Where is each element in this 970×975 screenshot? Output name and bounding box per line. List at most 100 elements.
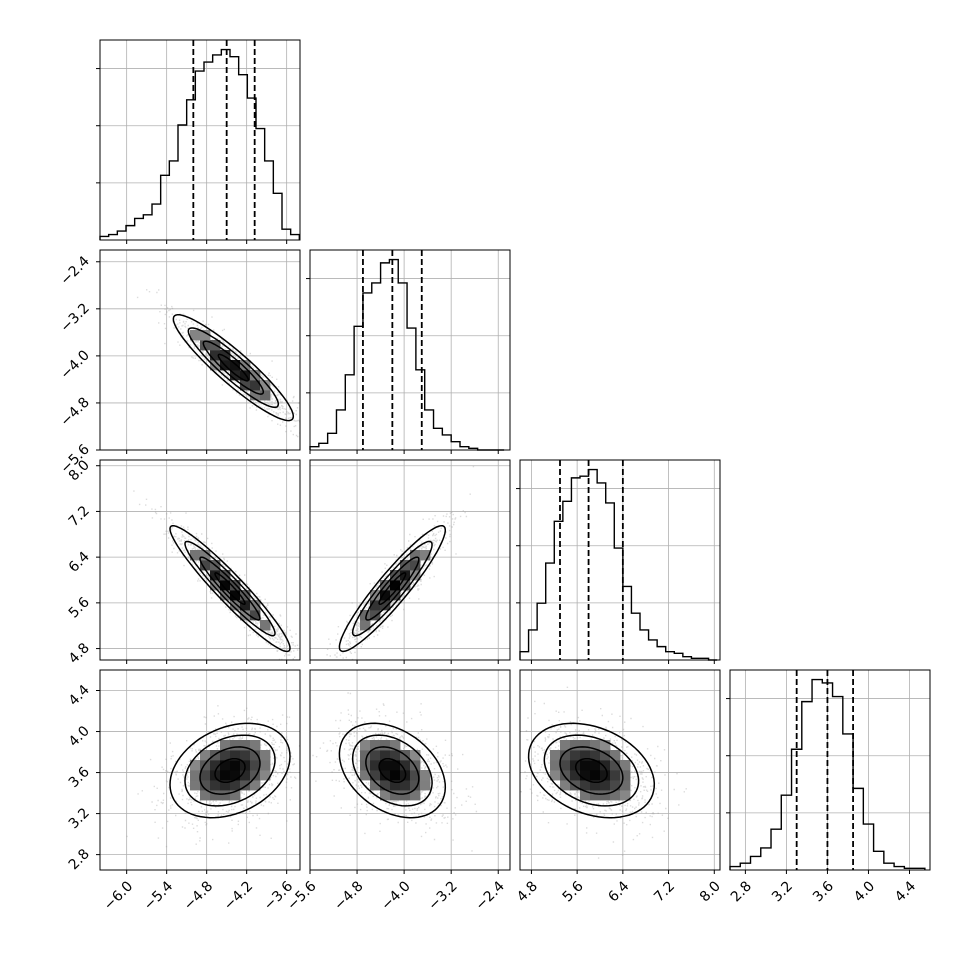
density-cell [200, 790, 211, 801]
density-cell [610, 750, 621, 761]
density-cell [230, 770, 241, 781]
density-cell [400, 790, 411, 801]
scatter-panel-p2-p4 [309, 669, 511, 874]
density-cell [360, 740, 371, 751]
y-tick-label-p4: 2.8 [66, 846, 93, 873]
density-cell [370, 750, 381, 761]
contour-level-0 [214, 757, 246, 784]
contour-level-3 [169, 722, 291, 819]
density-cell [410, 790, 421, 801]
panel-frame [519, 669, 721, 871]
panel-frame [309, 249, 511, 451]
density-cell [240, 600, 251, 611]
x-tick-label-p4: 2.8 [728, 878, 755, 905]
density-cell [400, 780, 411, 791]
density-cell [370, 600, 381, 611]
density-cell [600, 780, 611, 791]
density-cell [590, 770, 601, 781]
density-cell [550, 760, 561, 771]
y-tick-label-p4: 3.2 [66, 805, 93, 832]
density-cell [580, 770, 591, 781]
density-cell [390, 590, 401, 601]
density-cell [260, 620, 271, 631]
contour-level-0 [214, 572, 246, 606]
density-cell [390, 790, 401, 801]
density-cell [570, 740, 581, 751]
x-tick-label-p2: −3.2 [425, 878, 460, 913]
contour-level-1 [559, 746, 624, 795]
density-cell [600, 740, 611, 751]
density-cell [420, 780, 431, 791]
density-cell [220, 580, 231, 591]
density-cell [190, 780, 201, 791]
hist-panel-p2 [306, 249, 511, 454]
density-cell [370, 740, 381, 751]
density-cell [250, 370, 261, 381]
density-cell [250, 760, 261, 771]
density-cell [190, 330, 201, 341]
density-cell [260, 760, 271, 771]
density-cell [240, 360, 251, 371]
y-tick-label-p3: 5.6 [66, 594, 93, 621]
contour-level-0 [574, 757, 608, 784]
density-cell [230, 780, 241, 791]
density-cell [230, 590, 241, 601]
density-cell [210, 780, 221, 791]
density-cell [250, 610, 261, 621]
density-cell [390, 740, 401, 751]
x-tick-label-p4: 4.4 [892, 878, 919, 905]
density-cell [190, 760, 201, 771]
density-cell [250, 770, 261, 781]
density-cell [190, 770, 201, 781]
x-tick-label-p3: 8.0 [697, 878, 724, 905]
density-cell [600, 790, 611, 801]
density-cell [200, 550, 211, 561]
scatter-panel-p1-p2 [96, 249, 301, 454]
y-tick-label-p3: 4.8 [66, 640, 93, 667]
contour-level-3 [527, 722, 656, 819]
scatter-panel-p3-p4 [519, 669, 721, 874]
y-tick-label-p2: −3.2 [57, 300, 92, 335]
density-cell [610, 760, 621, 771]
density-cell [190, 550, 201, 561]
density-cell [220, 750, 231, 761]
panel-frame [309, 669, 511, 871]
x-tick-label-p3: 5.6 [560, 878, 587, 905]
y-tick-label-p4: 4.0 [66, 723, 93, 750]
density-cell [590, 760, 601, 771]
density-cell [550, 770, 561, 781]
density-cell [410, 780, 421, 791]
density-cell [410, 750, 421, 761]
panel-frame [99, 459, 301, 661]
density-cell [360, 750, 371, 761]
density-cell [380, 590, 391, 601]
scatter-panel-p1-p3 [96, 459, 301, 664]
density-cell [250, 750, 261, 761]
density-cell [410, 570, 421, 581]
hist-step-p2 [309, 258, 505, 451]
density-cell [390, 750, 401, 761]
scatter-panel-p2-p3 [309, 459, 511, 664]
hist-step-p3 [519, 468, 718, 661]
density-cell [250, 600, 261, 611]
density-cell [200, 340, 211, 351]
density-cell [210, 760, 221, 771]
panel-frame [99, 39, 301, 241]
panel-frame [99, 669, 301, 871]
contour-level-0 [217, 353, 250, 382]
density-cell [610, 770, 621, 781]
contour-level-3 [169, 525, 291, 653]
contour-level-0 [378, 572, 407, 606]
contour-level-0 [378, 757, 407, 784]
density-cell [200, 560, 211, 571]
density-cell [200, 750, 211, 761]
x-tick-label-p4: 4.0 [851, 878, 878, 905]
density-cell [380, 770, 391, 781]
density-cell [600, 760, 611, 771]
density-cell [240, 380, 251, 391]
y-tick-label-p2: −4.8 [57, 394, 92, 429]
panel-frame [519, 459, 721, 661]
density-cell [220, 770, 231, 781]
density-cell [560, 780, 571, 791]
